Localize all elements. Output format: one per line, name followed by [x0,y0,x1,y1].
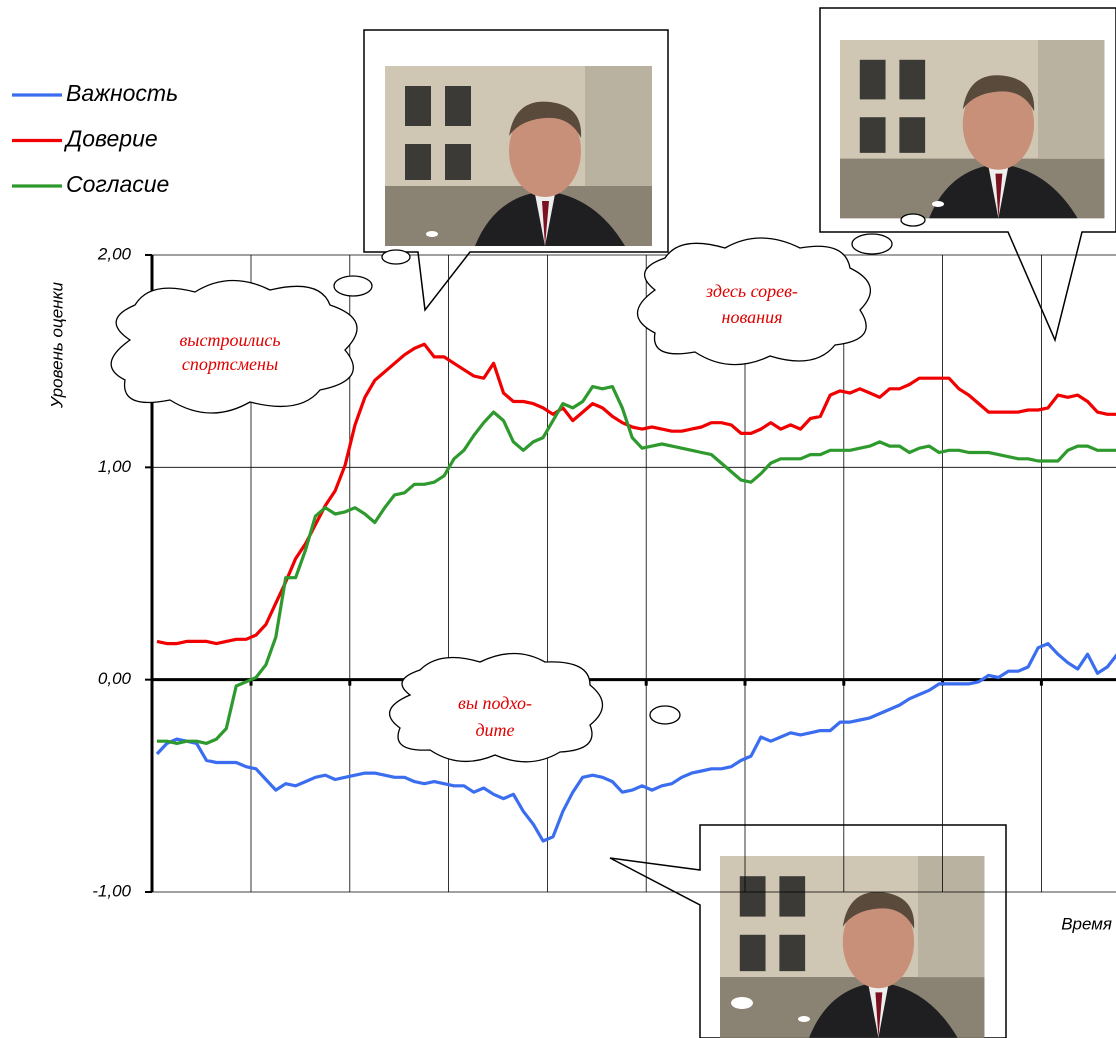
annotation: спортсмены [182,354,278,374]
photo-frame [609,824,1007,1038]
annotation: вы подхо- [458,693,532,713]
photo-frame [363,29,669,312]
y-tick-label: 0,00 [98,669,132,688]
data-line [157,385,1116,745]
annotation: нования [722,307,783,327]
annotation: здесь сорев- [705,281,798,301]
grid: 2,00 1,00 0,00 -1,00 [92,244,1116,900]
legend-label: Доверие [63,126,158,152]
annotation: дите [475,720,514,740]
lines [155,342,1116,843]
y-tick-label: 1,00 [98,457,132,476]
y-tick-label: -1,00 [92,881,131,900]
annotation: выстроились [179,330,280,350]
y-axis-label: Уровень оценки [47,281,66,409]
x-axis-label: Время [1061,914,1112,933]
y-tick-label: 2,00 [97,244,132,263]
thought-cloud [110,213,926,763]
data-line [156,342,1116,646]
legend-label: Важность [66,80,178,106]
data-line [155,642,1116,843]
legend-label: Согласие [66,171,169,197]
legend: Важность Доверие Согласие [12,80,178,197]
